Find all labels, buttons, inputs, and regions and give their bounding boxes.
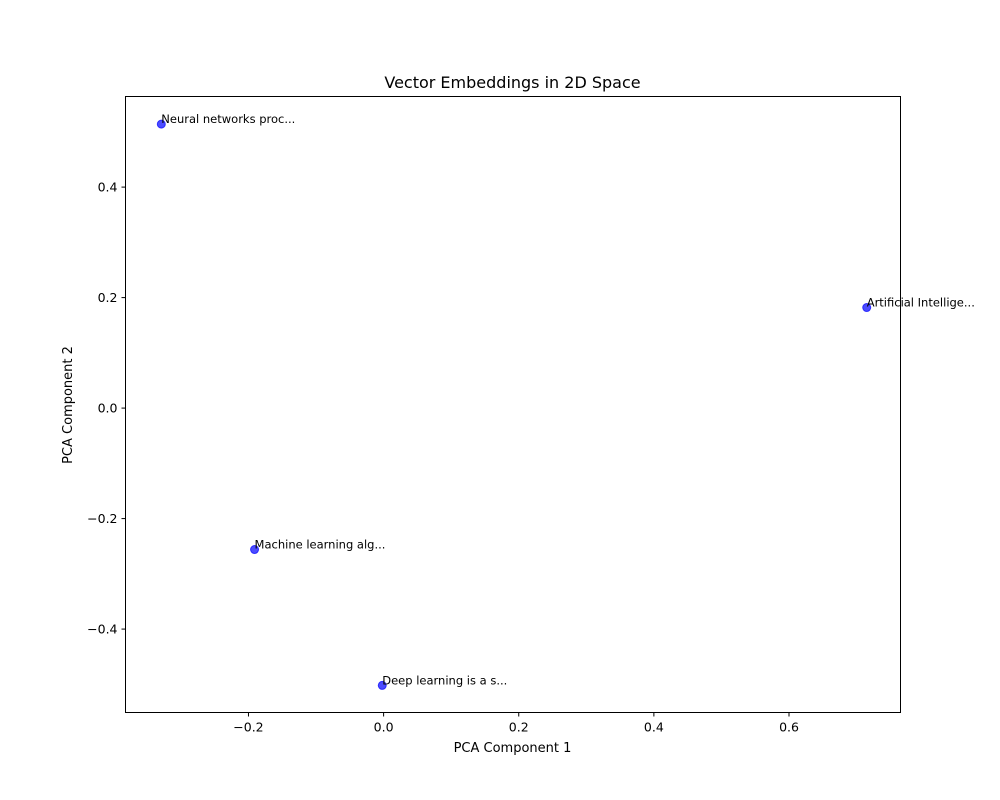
chart-title: Vector Embeddings in 2D Space	[384, 73, 640, 92]
x-tick-label: 0.6	[779, 720, 799, 735]
x-tick-label: 0.0	[374, 720, 394, 735]
x-tick-label: −0.2	[233, 720, 263, 735]
y-tick-label: −0.2	[87, 511, 117, 526]
data-point-label: Deep learning is a s...	[382, 673, 507, 687]
x-tick-label: 0.2	[509, 720, 529, 735]
x-tick-label: 0.4	[644, 720, 664, 735]
axis-ticks: −0.2 0.0 0.2 0.4 0.6 −0.4 −0.2 0.0 0.2 0.4	[87, 180, 799, 735]
data-point	[156, 119, 166, 129]
x-axis-label: PCA Component 1	[454, 741, 572, 756]
y-tick-label: 0.4	[98, 180, 118, 195]
plot-area-frame	[125, 96, 901, 713]
data-point-label: Artificial Intellige...	[867, 296, 975, 310]
data-point	[377, 680, 387, 690]
data-points: Neural networks proc... Artificial Intell…	[156, 112, 975, 690]
data-point	[862, 303, 872, 313]
y-tick-label: 0.2	[98, 290, 118, 305]
y-axis-label: PCA Component 2	[61, 346, 76, 464]
data-point-label: Neural networks proc...	[161, 112, 295, 126]
y-tick-label: −0.4	[87, 622, 117, 637]
data-point-label: Machine learning alg...	[255, 538, 386, 552]
data-point	[250, 545, 260, 555]
y-tick-label: 0.0	[98, 401, 118, 416]
